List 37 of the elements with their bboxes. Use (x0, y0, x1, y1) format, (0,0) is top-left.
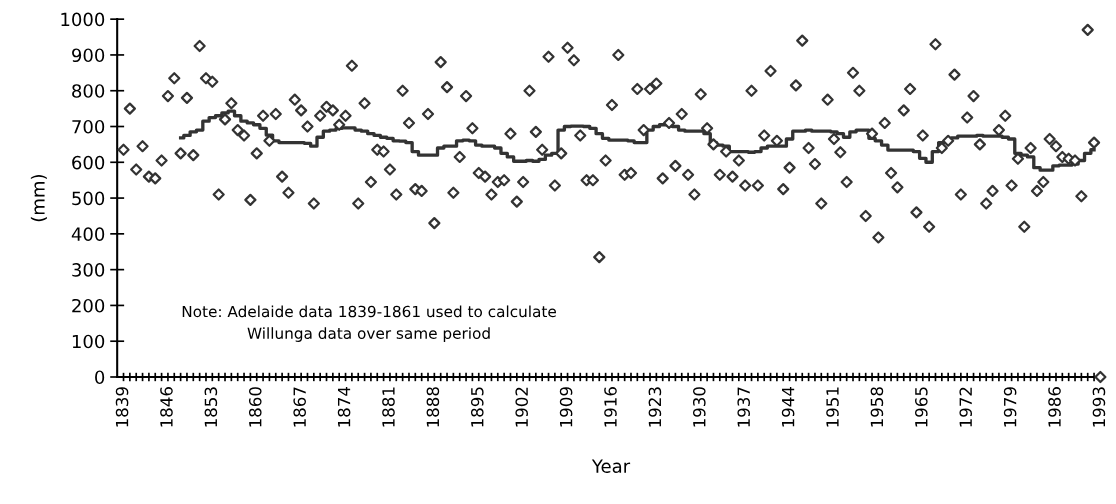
y-tick-label: 500 (72, 191, 105, 206)
y-tick-label: 200 (72, 298, 105, 313)
x-tick-label: 1860 (248, 387, 262, 427)
x-tick-label: 1972 (959, 387, 973, 427)
x-tick-label: 1909 (559, 387, 573, 427)
x-tick-label: 1951 (826, 387, 839, 427)
x-tick-label: 1888 (426, 387, 440, 427)
x-tick-label: 1902 (515, 387, 528, 427)
x-tick-label: 1874 (337, 386, 351, 427)
x-tick-label: 1881 (382, 387, 395, 427)
x-axis-title: Year (591, 459, 631, 473)
x-tick-label: 1930 (693, 387, 706, 427)
y-tick-label: 800 (72, 84, 105, 98)
x-tick-label: 1916 (604, 387, 617, 427)
x-tick-label: 1839 (115, 387, 129, 427)
x-tick-label: 1944 (781, 386, 795, 427)
x-tick-label: 1965 (915, 387, 928, 427)
x-tick-label: 1895 (470, 387, 484, 427)
y-axis-title: (mm) (30, 174, 47, 222)
x-tick-label: 1853 (204, 387, 218, 427)
x-tick-label: 1979 (1003, 387, 1017, 427)
y-tick-label: 1000 (61, 12, 105, 27)
y-tick-label: 400 (71, 227, 105, 241)
y-tick-label: 100 (72, 334, 105, 349)
y-tick-label: 0 (95, 370, 105, 385)
y-tick-label: 300 (72, 263, 105, 277)
x-tick-label: 1937 (737, 387, 751, 427)
x-tick-label: 1867 (293, 387, 306, 427)
annotation: Note: Adelaide data 1839-1861 used to calculate Willunga data over same period (182, 305, 556, 342)
x-tick-label: 1986 (1048, 387, 1061, 427)
y-tick-label: 600 (72, 155, 105, 170)
y-tick-label: 900 (72, 48, 105, 63)
y-tick-label: 700 (72, 119, 105, 134)
x-tick-label: 1846 (160, 387, 173, 427)
x-tick-label: 1993 (1092, 387, 1106, 427)
x-tick-label: 1958 (870, 387, 884, 427)
x-tick-label: 1923 (648, 387, 662, 427)
